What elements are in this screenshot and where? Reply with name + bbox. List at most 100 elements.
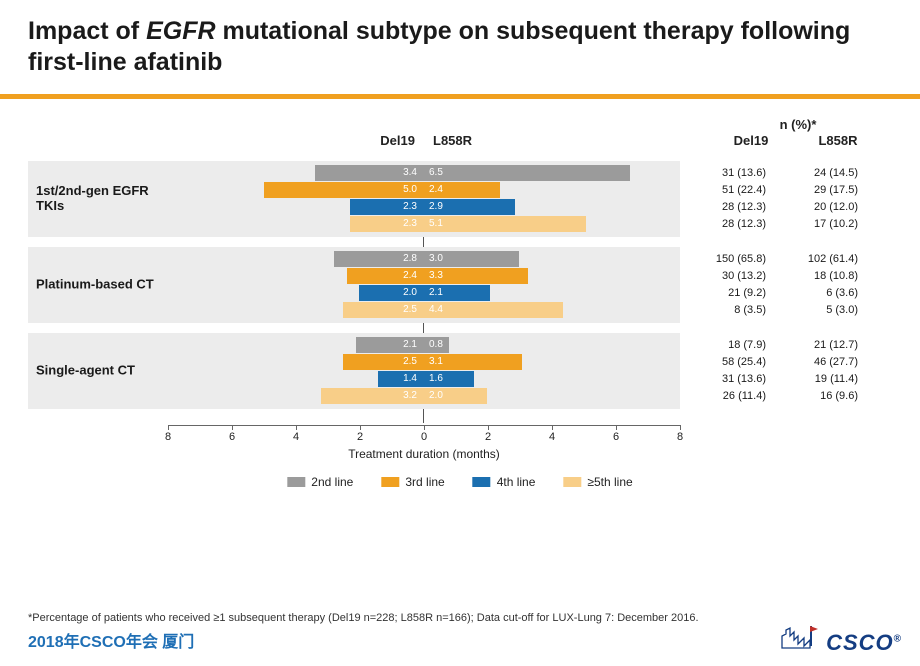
legend-swatch xyxy=(563,477,581,487)
bar-l858r: 4.4 xyxy=(423,302,563,318)
bar-value: 2.3 xyxy=(399,216,421,232)
x-axis: 864202468 Treatment duration (months) xyxy=(168,425,680,463)
bar-l858r: 2.0 xyxy=(423,388,487,404)
bar-l858r: 3.3 xyxy=(423,268,528,284)
axis-tick xyxy=(360,425,361,430)
bar-del19: 2.3 xyxy=(350,199,423,215)
bar-del19: 2.3 xyxy=(350,216,423,232)
footnote: *Percentage of patients who received ≥1 … xyxy=(28,612,699,624)
title-pre: Impact of xyxy=(28,17,146,45)
n-row: 51 (22.4)29 (17.5) xyxy=(680,182,890,198)
bar-l858r: 2.9 xyxy=(423,199,515,215)
bar-value: 3.4 xyxy=(399,165,421,181)
bar-row: 2.54.4 xyxy=(28,302,680,318)
bar-l858r: 0.8 xyxy=(423,337,449,353)
bar-l858r: 3.1 xyxy=(423,354,522,370)
bar-l858r: 5.1 xyxy=(423,216,586,232)
axis-tick xyxy=(168,425,169,430)
group-block: Platinum-based CT2.83.02.43.32.02.12.54.… xyxy=(28,247,680,323)
bar-del19: 2.5 xyxy=(343,302,423,318)
bar-value: 2.5 xyxy=(399,354,421,370)
bar-row: 1.41.6 xyxy=(28,371,680,387)
column-headers: Del19 L858R n (%)* Del19 L858R xyxy=(28,133,892,163)
axis-tick-label: 0 xyxy=(421,431,427,443)
axis-tick-label: 6 xyxy=(229,431,235,443)
bar-value: 3.0 xyxy=(425,251,447,267)
legend-item: 3rd line xyxy=(381,475,444,489)
legend-swatch xyxy=(473,477,491,487)
bar-del19: 2.4 xyxy=(347,268,424,284)
legend-label: 2nd line xyxy=(311,475,353,489)
bar-value: 5.0 xyxy=(399,182,421,198)
legend-swatch xyxy=(381,477,399,487)
bar-value: 2.1 xyxy=(399,337,421,353)
bar-value: 4.4 xyxy=(425,302,447,318)
bar-value: 2.9 xyxy=(425,199,447,215)
axis-tick-label: 4 xyxy=(293,431,299,443)
legend-label: 3rd line xyxy=(405,475,444,489)
group-block: 1st/2nd-gen EGFR TKIs3.46.55.02.42.32.92… xyxy=(28,161,680,237)
axis-tick xyxy=(552,425,553,430)
header-del19-left: Del19 xyxy=(380,133,423,148)
n-row: 58 (25.4)46 (27.7) xyxy=(680,354,890,370)
bar-value: 3.2 xyxy=(399,388,421,404)
bar-l858r: 3.0 xyxy=(423,251,519,267)
n-row: 8 (3.5)5 (3.0) xyxy=(680,302,890,318)
bar-l858r: 6.5 xyxy=(423,165,630,181)
bar-del19: 2.1 xyxy=(356,337,423,353)
bar-del19: 2.8 xyxy=(334,251,423,267)
bar-row: 2.83.0 xyxy=(28,251,680,267)
legend-label: ≥5th line xyxy=(587,475,632,489)
n-row: 21 (9.2)6 (3.6) xyxy=(680,285,890,301)
axis-tick-label: 2 xyxy=(357,431,363,443)
bar-value: 6.5 xyxy=(425,165,447,181)
axis-tick xyxy=(488,425,489,430)
bar-del19: 2.0 xyxy=(359,285,423,301)
axis-tick xyxy=(296,425,297,430)
group-block: Single-agent CT2.10.82.53.11.41.63.22.01… xyxy=(28,333,680,409)
axis-tick xyxy=(424,425,425,430)
bar-value: 1.6 xyxy=(425,371,447,387)
n-row: 30 (13.2)18 (10.8) xyxy=(680,268,890,284)
bar-value: 2.0 xyxy=(425,388,447,404)
bar-row: 2.53.1 xyxy=(28,354,680,370)
slide-title: Impact of EGFR mutational subtype on sub… xyxy=(28,16,892,79)
bar-row: 3.22.0 xyxy=(28,388,680,404)
axis-tick-label: 2 xyxy=(485,431,491,443)
legend-item: 4th line xyxy=(473,475,536,489)
bar-row: 5.02.4 xyxy=(28,182,680,198)
bar-value: 2.3 xyxy=(399,199,421,215)
bar-del19: 1.4 xyxy=(378,371,423,387)
bar-value: 2.8 xyxy=(399,251,421,267)
legend-item: ≥5th line xyxy=(563,475,632,489)
bar-value: 5.1 xyxy=(425,216,447,232)
bar-value: 2.1 xyxy=(425,285,447,301)
bar-row: 2.43.3 xyxy=(28,268,680,284)
bar-l858r: 2.1 xyxy=(423,285,490,301)
bar-value: 1.4 xyxy=(399,371,421,387)
csco-logo: CSCO® xyxy=(826,630,902,656)
n-row: 31 (13.6)19 (11.4) xyxy=(680,371,890,387)
bar-del19: 2.5 xyxy=(343,354,423,370)
bar-row: 2.32.9 xyxy=(28,199,680,215)
chart-groups: 1st/2nd-gen EGFR TKIs3.46.55.02.42.32.92… xyxy=(28,161,892,419)
n-row: 150 (65.8)102 (61.4) xyxy=(680,251,890,267)
n-row: 26 (11.4)16 (9.6) xyxy=(680,388,890,404)
header-del19-right: Del19 xyxy=(716,133,786,148)
legend-label: 4th line xyxy=(497,475,536,489)
bar-value: 2.4 xyxy=(399,268,421,284)
axis-tick xyxy=(232,425,233,430)
bar-row: 2.10.8 xyxy=(28,337,680,353)
header-npct: n (%)* xyxy=(738,117,858,132)
header-l858r-left: L858R xyxy=(433,133,472,148)
n-row: 28 (12.3)20 (12.0) xyxy=(680,199,890,215)
legend-item: 2nd line xyxy=(287,475,353,489)
axis-title: Treatment duration (months) xyxy=(348,447,500,461)
title-gene: EGFR xyxy=(146,17,215,45)
bar-value: 2.5 xyxy=(399,302,421,318)
bar-value: 2.0 xyxy=(399,285,421,301)
n-row: 18 (7.9)21 (12.7) xyxy=(680,337,890,353)
bar-value: 2.4 xyxy=(425,182,447,198)
axis-tick-label: 8 xyxy=(165,431,171,443)
axis-tick xyxy=(680,425,681,430)
